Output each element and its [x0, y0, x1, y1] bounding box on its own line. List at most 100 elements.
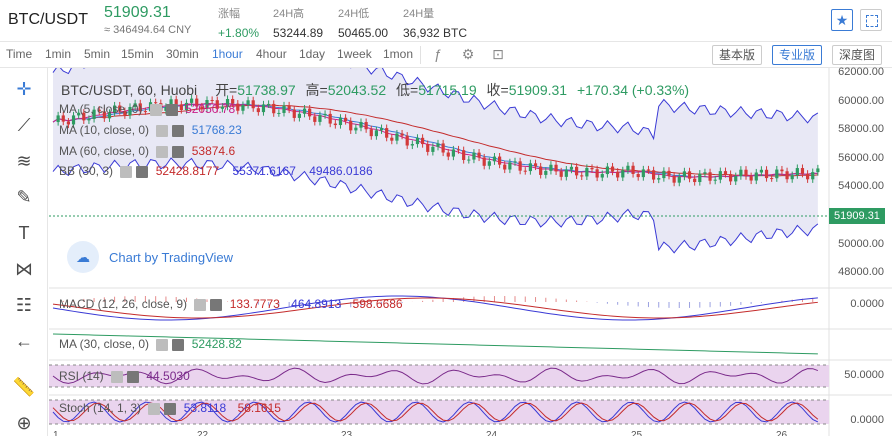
candle-body — [492, 156, 497, 162]
view-basic-button[interactable]: 基本版 — [712, 45, 763, 65]
candle-body — [657, 178, 661, 180]
macd-legend[interactable]: MACD (12, 26, close, 9) 133.7773 464.891… — [59, 297, 403, 311]
candle-body — [297, 113, 301, 118]
candle-body — [302, 108, 307, 114]
candle-body — [267, 103, 271, 105]
zoom-in-icon[interactable]: ⊕ — [16, 413, 32, 433]
stoch-d-line — [52, 402, 819, 422]
remove-icon[interactable] — [165, 103, 178, 116]
fullscreen-icon[interactable] — [860, 9, 882, 31]
price-chart[interactable]: BTC/USDT, 60, Huobi 开=51738.97 高=52043.5… — [49, 66, 892, 436]
candle-body — [641, 169, 645, 178]
eye-icon[interactable] — [120, 165, 133, 178]
view-depth-button[interactable]: 深度图 — [832, 45, 883, 65]
eye-icon[interactable] — [111, 370, 124, 383]
candle-body — [426, 144, 430, 152]
candle-body — [523, 170, 527, 172]
remove-icon[interactable] — [172, 338, 185, 351]
eye-icon[interactable] — [156, 145, 169, 158]
candle-body — [364, 122, 368, 130]
crosshair-icon[interactable]: ✛ — [16, 79, 32, 99]
stat-label: 24H低 — [338, 8, 370, 20]
indicator-ma60[interactable]: MA (60, close, 0) 53874.6 — [59, 144, 235, 158]
tf-4hour[interactable]: 4hour — [256, 47, 287, 61]
candle-body — [374, 130, 378, 137]
screenshot-icon[interactable]: ⊡ — [492, 46, 504, 62]
tf-15min[interactable]: 15min — [121, 47, 154, 61]
eye-icon[interactable] — [194, 298, 207, 311]
remove-icon[interactable] — [172, 124, 185, 137]
settings-icon[interactable]: ⚙ — [461, 46, 475, 62]
candle-body — [292, 109, 296, 118]
candle-body — [184, 102, 189, 111]
tf-1min[interactable]: 1min — [45, 47, 72, 61]
tf-1hour[interactable]: 1hour — [212, 47, 243, 61]
trend-line-icon[interactable]: ⟋ — [17, 115, 31, 135]
fib-icon[interactable]: ≋ — [16, 151, 32, 171]
tf-1day[interactable]: 1day — [299, 47, 326, 61]
tf-30min[interactable]: 30min — [166, 47, 199, 61]
candle-body — [703, 172, 707, 174]
candle-body — [687, 171, 692, 179]
rsi-legend[interactable]: RSI (14) 44.5030 — [59, 369, 190, 383]
candle-body — [113, 105, 117, 113]
tf-1week[interactable]: 1week — [337, 47, 372, 61]
eye-icon[interactable] — [156, 124, 169, 137]
candle-body — [97, 109, 101, 112]
candle-body — [682, 171, 686, 177]
candle-body — [698, 173, 702, 183]
candle-body — [333, 123, 337, 126]
ruler-icon[interactable]: 📏 — [12, 377, 36, 397]
indicator-ma10[interactable]: MA (10, close, 0) 51768.23 — [59, 123, 242, 137]
remove-icon[interactable] — [136, 165, 149, 178]
remove-icon[interactable] — [127, 370, 140, 383]
last-price-tag: 51909.31 — [829, 208, 885, 224]
price-cny: ≈ 346494.64 CNY — [104, 24, 192, 36]
remove-icon[interactable] — [164, 402, 177, 415]
price-block: 51909.31 ≈ 346494.64 CNY — [104, 4, 191, 36]
remove-icon[interactable] — [172, 145, 185, 158]
candle-body — [328, 113, 332, 124]
candle-body — [718, 171, 722, 180]
tf-5min[interactable]: 5min — [84, 47, 111, 61]
back-arrow-icon[interactable]: ← — [15, 331, 33, 351]
eye-icon[interactable] — [149, 103, 162, 116]
candle-body — [61, 115, 65, 122]
stoch-legend[interactable]: Stoch (14, 1, 3) 53.8118 58.1615 — [59, 401, 281, 415]
ma30-legend[interactable]: MA (30, close, 0) 52428.82 — [59, 337, 242, 351]
candle-body — [518, 161, 522, 171]
favorite-star-icon[interactable]: ★ — [831, 9, 853, 31]
indicator-ma5[interactable]: MA (5, close, 0) 52050.78 — [59, 102, 235, 116]
candle-body — [123, 111, 127, 116]
pattern-icon[interactable]: ⋈ — [15, 259, 33, 279]
chart-canvas[interactable] — [49, 68, 892, 436]
candle-body — [605, 166, 609, 175]
candle-body — [451, 149, 455, 157]
candle-body — [174, 99, 178, 105]
candle-body — [549, 164, 553, 171]
candle-body — [729, 174, 733, 182]
candle-body — [482, 157, 486, 166]
low-value: 51715.19 — [418, 82, 477, 98]
text-icon[interactable]: T — [18, 223, 30, 243]
tradingview-logo-icon: ☁ — [67, 241, 99, 273]
candle-body — [554, 164, 558, 172]
eye-icon[interactable] — [156, 338, 169, 351]
remove-icon[interactable] — [210, 298, 223, 311]
indicators-icon[interactable]: ƒ — [434, 46, 442, 62]
high-value: 52043.52 — [327, 82, 387, 98]
indicator-bb[interactable]: BB (30, 3) 52428.8177 55371.6167 49486.0… — [59, 164, 373, 178]
measure-icon[interactable]: ☷ — [15, 295, 33, 315]
candle-body — [795, 168, 799, 176]
indicator-value: 58.1615 — [237, 401, 281, 415]
tf-1mon[interactable]: 1mon — [383, 47, 414, 61]
tradingview-badge[interactable]: ☁ Chart by TradingView — [67, 241, 233, 273]
view-pro-button[interactable]: 专业版 — [772, 45, 823, 65]
brush-icon[interactable]: ✎ — [16, 187, 32, 207]
candle-body — [498, 156, 502, 165]
tf-time[interactable]: Time — [6, 47, 33, 61]
candle-body — [559, 171, 563, 177]
eye-icon[interactable] — [148, 402, 161, 415]
candle-body — [472, 152, 476, 160]
candle-body — [405, 135, 409, 146]
